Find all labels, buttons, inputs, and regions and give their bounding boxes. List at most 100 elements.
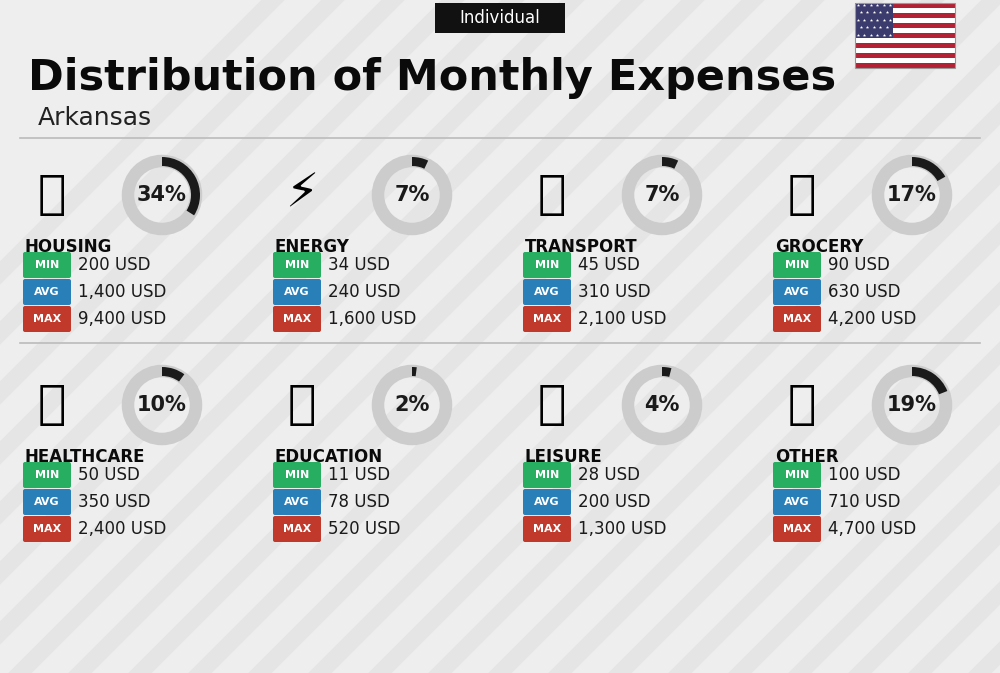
- FancyBboxPatch shape: [773, 252, 821, 278]
- Bar: [855, 48, 955, 53]
- Text: LEISURE: LEISURE: [525, 448, 603, 466]
- FancyBboxPatch shape: [773, 462, 821, 488]
- Text: 1,600 USD: 1,600 USD: [328, 310, 416, 328]
- Text: 520 USD: 520 USD: [328, 520, 400, 538]
- Text: AVG: AVG: [284, 287, 310, 297]
- FancyBboxPatch shape: [523, 489, 571, 515]
- Text: 7%: 7%: [644, 185, 680, 205]
- FancyBboxPatch shape: [273, 462, 321, 488]
- Wedge shape: [412, 157, 428, 169]
- Text: AVG: AVG: [534, 287, 560, 297]
- Text: GROCERY: GROCERY: [775, 238, 863, 256]
- Text: 🏢: 🏢: [38, 172, 66, 217]
- Text: AVG: AVG: [34, 287, 60, 297]
- Text: MIN: MIN: [785, 470, 809, 480]
- Text: 10%: 10%: [137, 395, 187, 415]
- Text: Individual: Individual: [460, 9, 540, 27]
- FancyBboxPatch shape: [523, 279, 571, 305]
- FancyBboxPatch shape: [523, 516, 571, 542]
- FancyBboxPatch shape: [773, 306, 821, 332]
- Text: OTHER: OTHER: [775, 448, 839, 466]
- Text: 🛒: 🛒: [788, 172, 816, 217]
- FancyBboxPatch shape: [773, 279, 821, 305]
- Bar: [855, 38, 955, 43]
- Text: MAX: MAX: [783, 524, 811, 534]
- FancyBboxPatch shape: [23, 306, 71, 332]
- FancyBboxPatch shape: [23, 252, 71, 278]
- Wedge shape: [162, 367, 184, 382]
- Text: MIN: MIN: [285, 470, 309, 480]
- Text: 1,300 USD: 1,300 USD: [578, 520, 666, 538]
- Text: AVG: AVG: [784, 287, 810, 297]
- Text: 34 USD: 34 USD: [328, 256, 390, 274]
- Text: MAX: MAX: [283, 314, 311, 324]
- Wedge shape: [412, 367, 417, 376]
- Text: 4,700 USD: 4,700 USD: [828, 520, 916, 538]
- Text: AVG: AVG: [284, 497, 310, 507]
- Text: 100 USD: 100 USD: [828, 466, 900, 484]
- FancyBboxPatch shape: [773, 516, 821, 542]
- Wedge shape: [912, 157, 945, 181]
- FancyBboxPatch shape: [273, 306, 321, 332]
- Text: 50 USD: 50 USD: [78, 466, 140, 484]
- Text: 9,400 USD: 9,400 USD: [78, 310, 166, 328]
- Wedge shape: [162, 157, 200, 215]
- Text: Distribution of Monthly Expenses: Distribution of Monthly Expenses: [28, 57, 836, 99]
- Text: MAX: MAX: [33, 314, 61, 324]
- Wedge shape: [162, 367, 184, 382]
- FancyBboxPatch shape: [523, 252, 571, 278]
- Text: MIN: MIN: [285, 260, 309, 270]
- Text: 200 USD: 200 USD: [578, 493, 650, 511]
- Text: HEALTHCARE: HEALTHCARE: [25, 448, 146, 466]
- FancyBboxPatch shape: [273, 279, 321, 305]
- Text: 2,400 USD: 2,400 USD: [78, 520, 166, 538]
- Text: MAX: MAX: [33, 524, 61, 534]
- Text: 90 USD: 90 USD: [828, 256, 890, 274]
- FancyBboxPatch shape: [435, 3, 565, 33]
- Text: AVG: AVG: [784, 497, 810, 507]
- Text: 200 USD: 200 USD: [78, 256, 150, 274]
- Text: 🛍: 🛍: [538, 382, 566, 427]
- Text: 11 USD: 11 USD: [328, 466, 390, 484]
- Text: 34%: 34%: [137, 185, 187, 205]
- Text: TRANSPORT: TRANSPORT: [525, 238, 638, 256]
- FancyBboxPatch shape: [23, 489, 71, 515]
- Bar: [855, 58, 955, 63]
- Text: EDUCATION: EDUCATION: [275, 448, 383, 466]
- Text: MIN: MIN: [535, 470, 559, 480]
- Text: AVG: AVG: [534, 497, 560, 507]
- Text: AVG: AVG: [34, 497, 60, 507]
- Text: MIN: MIN: [35, 260, 59, 270]
- Wedge shape: [912, 367, 947, 394]
- Text: 310 USD: 310 USD: [578, 283, 651, 301]
- FancyBboxPatch shape: [273, 252, 321, 278]
- Text: 7%: 7%: [394, 185, 430, 205]
- Text: 17%: 17%: [887, 185, 937, 205]
- Bar: [855, 3, 955, 68]
- Wedge shape: [162, 157, 200, 215]
- FancyBboxPatch shape: [23, 462, 71, 488]
- Text: MIN: MIN: [785, 260, 809, 270]
- Wedge shape: [412, 157, 428, 169]
- FancyBboxPatch shape: [773, 489, 821, 515]
- FancyBboxPatch shape: [273, 489, 321, 515]
- Wedge shape: [412, 367, 417, 376]
- Text: 240 USD: 240 USD: [328, 283, 400, 301]
- Text: MAX: MAX: [783, 314, 811, 324]
- Wedge shape: [662, 367, 671, 377]
- Text: Arkansas: Arkansas: [38, 106, 152, 130]
- Wedge shape: [912, 157, 945, 181]
- FancyBboxPatch shape: [23, 279, 71, 305]
- Wedge shape: [662, 157, 678, 169]
- Wedge shape: [912, 367, 947, 394]
- Text: 4,200 USD: 4,200 USD: [828, 310, 916, 328]
- Bar: [855, 3, 955, 68]
- Wedge shape: [662, 367, 671, 377]
- Text: MAX: MAX: [533, 524, 561, 534]
- Text: 28 USD: 28 USD: [578, 466, 640, 484]
- Text: 710 USD: 710 USD: [828, 493, 900, 511]
- Text: 4%: 4%: [644, 395, 680, 415]
- FancyBboxPatch shape: [523, 306, 571, 332]
- Text: 2,100 USD: 2,100 USD: [578, 310, 666, 328]
- Text: 45 USD: 45 USD: [578, 256, 640, 274]
